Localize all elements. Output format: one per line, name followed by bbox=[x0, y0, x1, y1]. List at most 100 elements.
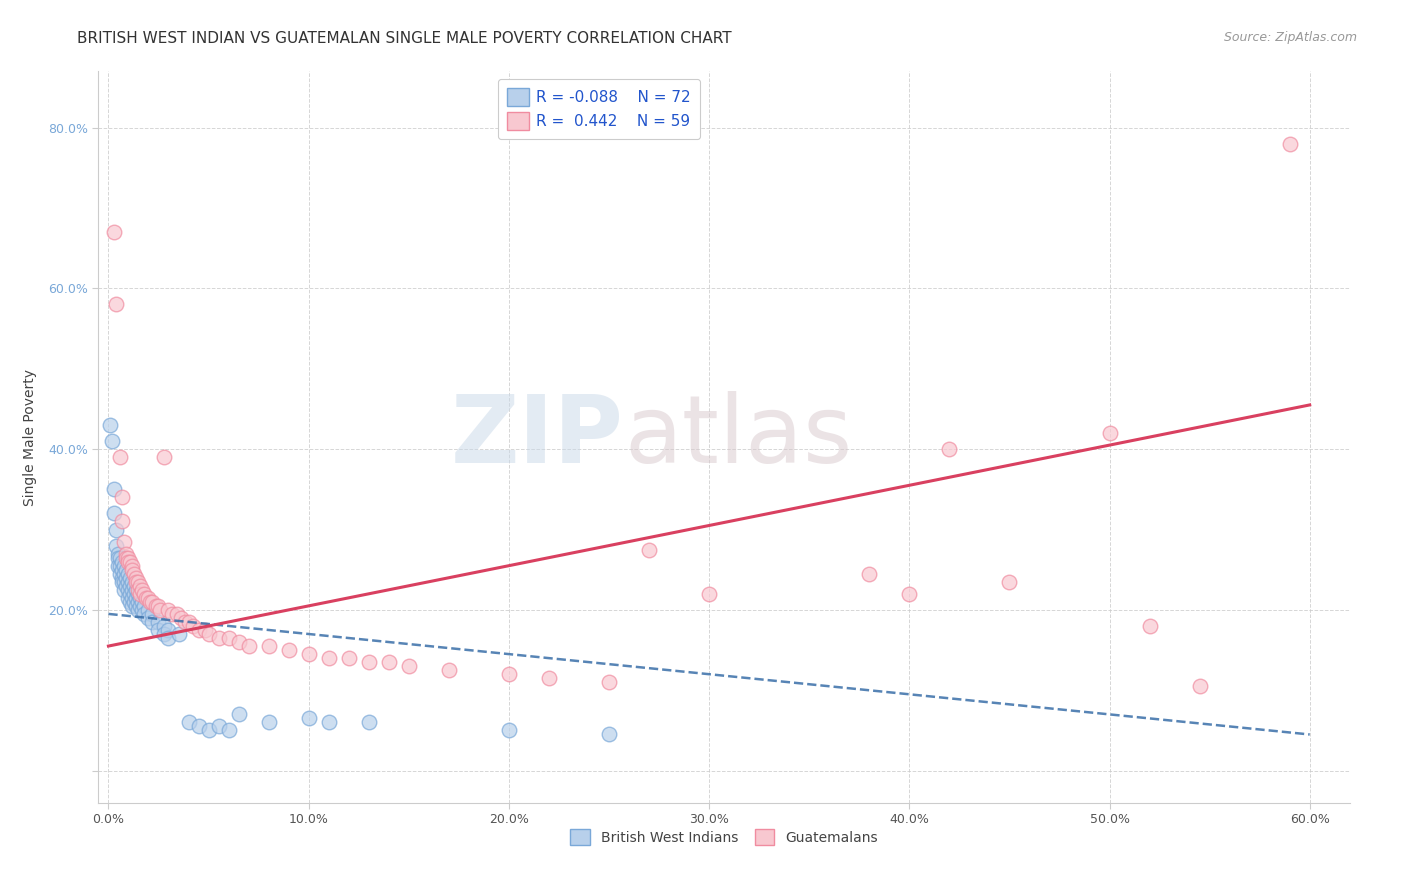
Point bbox=[157, 631, 180, 645]
Point bbox=[218, 723, 240, 738]
Point bbox=[117, 566, 139, 581]
Point bbox=[141, 607, 163, 621]
Point bbox=[107, 547, 129, 561]
Point bbox=[598, 675, 620, 690]
Point bbox=[187, 623, 209, 637]
Point bbox=[127, 603, 149, 617]
Point bbox=[120, 595, 142, 609]
Point bbox=[124, 566, 146, 581]
Point bbox=[131, 603, 153, 617]
Point bbox=[177, 715, 200, 730]
Point bbox=[115, 571, 138, 585]
Point bbox=[124, 579, 146, 593]
Point bbox=[135, 591, 157, 605]
Point bbox=[858, 566, 880, 581]
Point bbox=[107, 558, 129, 573]
Point bbox=[638, 542, 661, 557]
Point bbox=[218, 631, 240, 645]
Point bbox=[134, 599, 156, 613]
Point bbox=[139, 595, 162, 609]
Point bbox=[110, 550, 132, 565]
Point bbox=[357, 715, 380, 730]
Point bbox=[157, 623, 180, 637]
Point bbox=[115, 579, 138, 593]
Point bbox=[166, 607, 188, 621]
Point bbox=[120, 555, 142, 569]
Point bbox=[228, 707, 250, 722]
Point bbox=[697, 587, 720, 601]
Point bbox=[138, 603, 160, 617]
Point bbox=[207, 631, 229, 645]
Point bbox=[138, 611, 160, 625]
Point bbox=[103, 507, 125, 521]
Point bbox=[127, 587, 149, 601]
Point bbox=[117, 550, 139, 565]
Point bbox=[498, 723, 520, 738]
Y-axis label: Single Male Poverty: Single Male Poverty bbox=[22, 368, 37, 506]
Point bbox=[101, 434, 124, 449]
Point bbox=[537, 671, 560, 685]
Point bbox=[110, 558, 132, 573]
Point bbox=[121, 591, 143, 605]
Point bbox=[337, 651, 360, 665]
Point bbox=[120, 571, 142, 585]
Point bbox=[129, 599, 152, 613]
Point bbox=[103, 225, 125, 239]
Point bbox=[111, 515, 134, 529]
Point bbox=[162, 607, 184, 621]
Point bbox=[148, 623, 170, 637]
Point bbox=[117, 591, 139, 605]
Point bbox=[105, 523, 128, 537]
Point bbox=[377, 655, 399, 669]
Point bbox=[149, 603, 172, 617]
Point bbox=[125, 574, 148, 589]
Point bbox=[125, 582, 148, 597]
Point bbox=[131, 582, 153, 597]
Text: atlas: atlas bbox=[624, 391, 852, 483]
Point bbox=[277, 643, 299, 657]
Point bbox=[120, 579, 142, 593]
Point bbox=[111, 571, 134, 585]
Point bbox=[114, 574, 136, 589]
Point bbox=[197, 627, 219, 641]
Point bbox=[437, 663, 460, 677]
Point bbox=[131, 595, 153, 609]
Point bbox=[193, 623, 215, 637]
Point bbox=[117, 555, 139, 569]
Point bbox=[598, 727, 620, 741]
Point bbox=[148, 615, 170, 629]
Point bbox=[238, 639, 260, 653]
Point bbox=[111, 563, 134, 577]
Point bbox=[111, 555, 134, 569]
Point bbox=[1139, 619, 1161, 633]
Point bbox=[167, 627, 190, 641]
Point bbox=[129, 579, 152, 593]
Point bbox=[157, 603, 180, 617]
Text: Source: ZipAtlas.com: Source: ZipAtlas.com bbox=[1223, 31, 1357, 45]
Point bbox=[124, 595, 146, 609]
Point bbox=[103, 483, 125, 497]
Point bbox=[117, 582, 139, 597]
Point bbox=[153, 619, 176, 633]
Point bbox=[115, 547, 138, 561]
Point bbox=[1188, 679, 1211, 693]
Point bbox=[207, 719, 229, 733]
Point bbox=[145, 599, 167, 613]
Point bbox=[177, 615, 200, 629]
Point bbox=[129, 587, 152, 601]
Point bbox=[125, 591, 148, 605]
Point bbox=[298, 647, 321, 661]
Point bbox=[169, 611, 191, 625]
Point bbox=[357, 655, 380, 669]
Point bbox=[141, 615, 163, 629]
Point bbox=[257, 639, 280, 653]
Point bbox=[114, 566, 136, 581]
Point bbox=[117, 574, 139, 589]
Point bbox=[105, 297, 128, 311]
Point bbox=[153, 627, 176, 641]
Point bbox=[228, 635, 250, 649]
Point bbox=[181, 619, 204, 633]
Point bbox=[121, 582, 143, 597]
Point bbox=[114, 534, 136, 549]
Text: BRITISH WEST INDIAN VS GUATEMALAN SINGLE MALE POVERTY CORRELATION CHART: BRITISH WEST INDIAN VS GUATEMALAN SINGLE… bbox=[77, 31, 733, 46]
